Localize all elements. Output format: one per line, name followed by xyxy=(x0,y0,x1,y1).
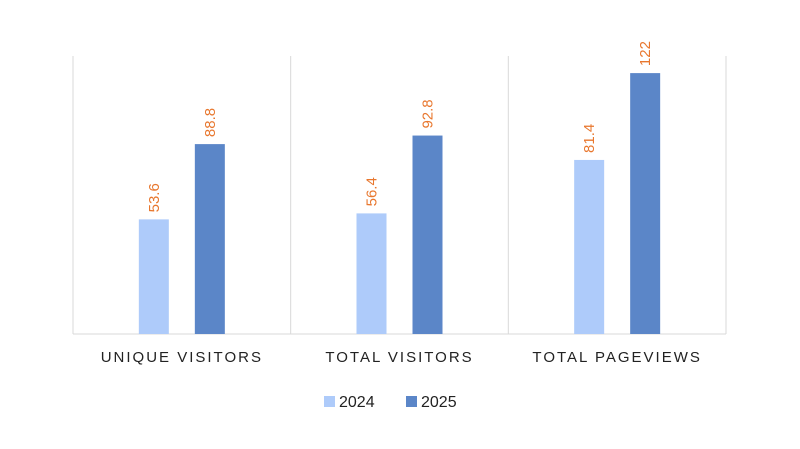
bar-2025-total-visitors xyxy=(412,135,443,334)
legend-swatch xyxy=(324,396,335,407)
data-label: 88.8 xyxy=(202,108,219,137)
data-label: 53.6 xyxy=(146,183,163,212)
legend-item-2024: 2024 xyxy=(324,394,375,411)
data-labels-group: 53.6 88.8 56.4 92.8 81.4 122 xyxy=(146,41,654,212)
data-label: 122 xyxy=(637,41,654,66)
category-label: TOTAL PAGEVIEWS xyxy=(532,349,701,366)
chart-frame xyxy=(72,56,727,335)
category-label: TOTAL VISITORS xyxy=(325,349,473,366)
legend-item-2025: 2025 xyxy=(406,394,457,411)
legend-swatch xyxy=(406,396,417,407)
bar-2025-unique-visitors xyxy=(194,144,225,334)
category-label: UNIQUE VISITORS xyxy=(101,349,263,366)
data-label: 81.4 xyxy=(581,124,598,153)
bar-2025-total-pageviews xyxy=(630,73,661,334)
bar-2024-unique-visitors xyxy=(138,219,169,334)
legend-label: 2025 xyxy=(421,394,457,411)
category-labels-group: UNIQUE VISITORS TOTAL VISITORS TOTAL PAGEV… xyxy=(101,349,701,366)
legend-label: 2024 xyxy=(339,394,375,411)
bars-group xyxy=(138,73,661,334)
bar-2024-total-pageviews xyxy=(574,159,605,334)
data-label: 56.4 xyxy=(364,177,381,206)
bar-2024-total-visitors xyxy=(356,213,387,334)
data-label: 92.8 xyxy=(420,99,437,128)
legend: 2024 2025 xyxy=(324,394,457,411)
